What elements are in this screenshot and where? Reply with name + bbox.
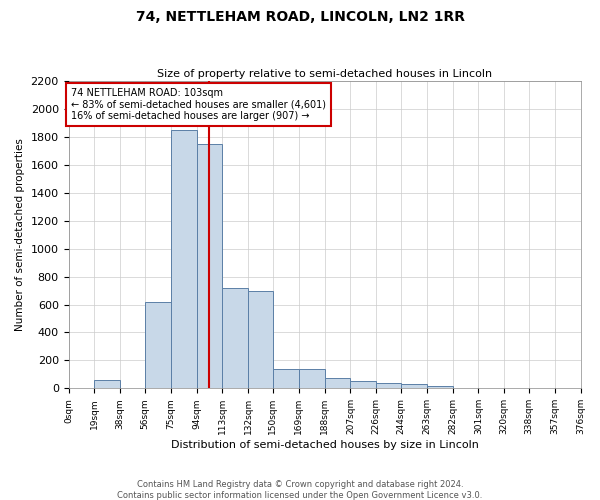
Bar [325, 378, 350, 388]
Bar [376, 383, 401, 388]
Bar [248, 290, 273, 388]
Bar [145, 302, 170, 388]
Bar [273, 369, 299, 388]
Text: Contains HM Land Registry data © Crown copyright and database right 2024.
Contai: Contains HM Land Registry data © Crown c… [118, 480, 482, 500]
Title: Size of property relative to semi-detached houses in Lincoln: Size of property relative to semi-detach… [157, 69, 492, 79]
Bar [197, 144, 223, 388]
Bar [223, 288, 248, 388]
Bar [299, 369, 325, 388]
X-axis label: Distribution of semi-detached houses by size in Lincoln: Distribution of semi-detached houses by … [170, 440, 478, 450]
Bar [350, 380, 376, 388]
Bar [170, 130, 197, 388]
Bar [94, 380, 120, 388]
Bar [401, 384, 427, 388]
Text: 74 NETTLEHAM ROAD: 103sqm
← 83% of semi-detached houses are smaller (4,601)
16% : 74 NETTLEHAM ROAD: 103sqm ← 83% of semi-… [71, 88, 326, 122]
Text: 74, NETTLEHAM ROAD, LINCOLN, LN2 1RR: 74, NETTLEHAM ROAD, LINCOLN, LN2 1RR [136, 10, 464, 24]
Bar [427, 386, 452, 388]
Y-axis label: Number of semi-detached properties: Number of semi-detached properties [15, 138, 25, 331]
